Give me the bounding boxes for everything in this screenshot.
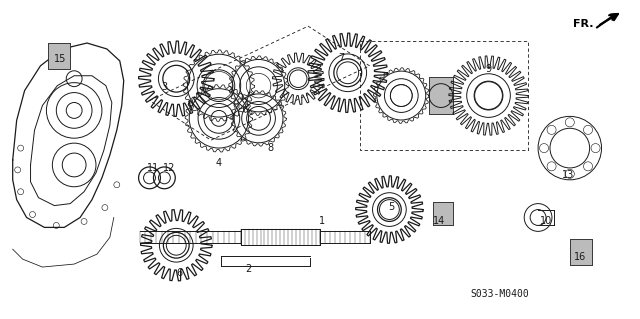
Bar — [49, 43, 70, 69]
Text: 10: 10 — [540, 217, 552, 226]
Text: 11: 11 — [147, 163, 159, 173]
Text: 6: 6 — [176, 268, 182, 278]
Text: 5: 5 — [388, 202, 394, 211]
Text: 7: 7 — [339, 53, 345, 63]
Bar — [570, 239, 591, 265]
Text: 2: 2 — [246, 264, 252, 274]
Bar — [241, 229, 320, 245]
Bar — [429, 77, 453, 115]
Text: 15: 15 — [54, 54, 67, 64]
Text: FR.: FR. — [573, 19, 593, 29]
Text: S033-M0400: S033-M0400 — [470, 289, 529, 299]
Text: 8: 8 — [268, 143, 273, 153]
Text: 1: 1 — [319, 217, 325, 226]
Text: 13: 13 — [562, 170, 574, 180]
Text: 12: 12 — [163, 163, 175, 173]
Text: 14: 14 — [433, 217, 445, 226]
Bar — [49, 43, 70, 69]
Bar — [433, 202, 453, 226]
Text: 4: 4 — [216, 158, 222, 168]
Bar — [433, 202, 453, 226]
Text: 16: 16 — [573, 252, 586, 262]
Bar — [570, 239, 591, 265]
Text: 9: 9 — [486, 64, 492, 74]
Text: 3: 3 — [161, 82, 168, 92]
Bar — [429, 77, 453, 115]
